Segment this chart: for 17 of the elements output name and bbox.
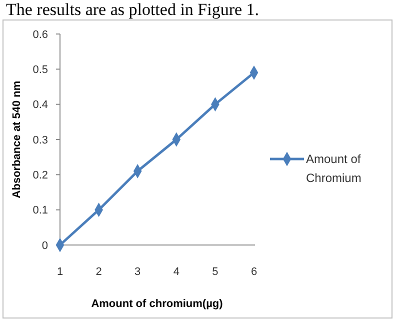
- y-axis-title: Absorbance at 540 nm: [11, 80, 23, 198]
- y-tick-label: 0.6: [32, 28, 48, 41]
- text: The results are as plotted in Figure 1.: [6, 0, 260, 19]
- x-tick-label: 4: [173, 266, 180, 278]
- y-tick-label: 0: [42, 240, 48, 252]
- y-tick-label: 0.2: [32, 170, 48, 182]
- x-tick-label: 3: [134, 266, 141, 278]
- x-tick-label: 1: [56, 266, 64, 278]
- y-tick-label: 0.3: [32, 134, 48, 146]
- x-axis-title: Amount of chromium(µg): [91, 298, 224, 310]
- x-tick-label: 2: [96, 266, 102, 278]
- y-tick-label: 0.5: [32, 64, 48, 76]
- legend-label: Amount of Chromium: [306, 152, 362, 186]
- x-tick-label: 6: [250, 266, 258, 278]
- y-tick-label: 0.1: [32, 204, 48, 217]
- y-tick-label: 0.4: [32, 99, 48, 112]
- x-tick-label: 5: [212, 266, 218, 278]
